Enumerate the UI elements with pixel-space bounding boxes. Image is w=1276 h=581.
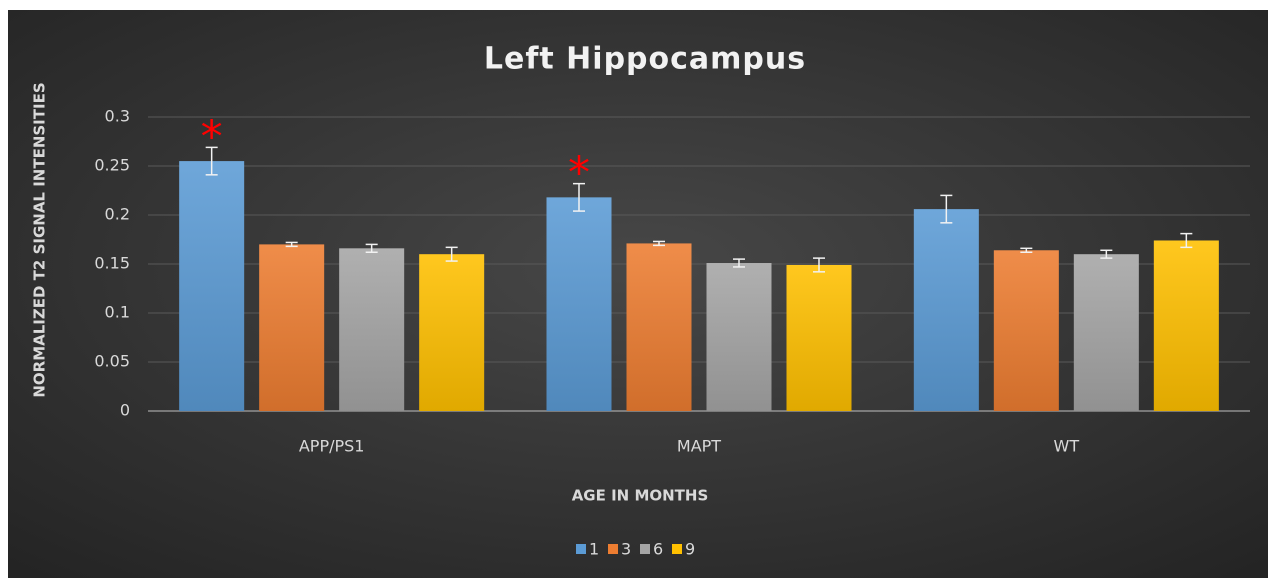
legend-swatch xyxy=(672,544,682,554)
bar xyxy=(1153,240,1219,411)
bar xyxy=(706,263,772,411)
bar xyxy=(546,197,612,411)
legend-label: 1 xyxy=(589,540,599,559)
error-bar xyxy=(813,257,825,273)
x-tick-label: WT xyxy=(1054,437,1080,456)
error-bar xyxy=(205,146,218,176)
bar xyxy=(913,209,979,411)
bar xyxy=(1073,254,1139,411)
annotation: * xyxy=(201,111,223,162)
bar xyxy=(993,250,1059,411)
y-tick-label: 0.05 xyxy=(94,352,130,371)
x-axis-title: AGE IN MONTHS xyxy=(572,487,709,505)
chart-title: Left Hippocampus xyxy=(484,42,806,77)
y-tick-label: 0.15 xyxy=(94,254,130,273)
bar xyxy=(259,244,325,411)
x-tick-label: APP/PS1 xyxy=(299,437,365,456)
legend-swatch xyxy=(608,544,618,554)
y-tick-label: 0 xyxy=(120,401,130,420)
y-tick-label: 0.1 xyxy=(105,303,130,322)
annotation: * xyxy=(568,148,590,199)
y-axis-title: NORMALIZED T2 SIGNAL INTENSITIES xyxy=(31,82,49,397)
error-bar xyxy=(573,182,585,212)
bar xyxy=(179,161,245,411)
error-bar xyxy=(1020,247,1033,253)
bar xyxy=(339,248,405,411)
x-tick-label: MAPT xyxy=(677,437,721,456)
legend-swatch xyxy=(640,544,650,554)
error-bar xyxy=(733,258,745,268)
error-bar xyxy=(285,241,298,248)
y-tick-label: 0.2 xyxy=(105,205,130,224)
error-bar xyxy=(1100,249,1113,259)
bar xyxy=(786,264,852,411)
legend-swatch xyxy=(576,544,586,554)
error-bar xyxy=(940,194,953,224)
legend-label: 6 xyxy=(653,540,663,559)
error-bar xyxy=(1180,232,1193,249)
legend-label: 3 xyxy=(621,540,631,559)
legend-label: 9 xyxy=(685,540,695,559)
bar xyxy=(419,254,485,411)
error-bar xyxy=(445,246,458,262)
y-tick-label: 0.25 xyxy=(94,156,130,175)
y-tick-label: 0.3 xyxy=(105,107,130,126)
error-bar xyxy=(653,240,665,247)
error-bar xyxy=(365,243,378,253)
bar xyxy=(626,243,692,411)
